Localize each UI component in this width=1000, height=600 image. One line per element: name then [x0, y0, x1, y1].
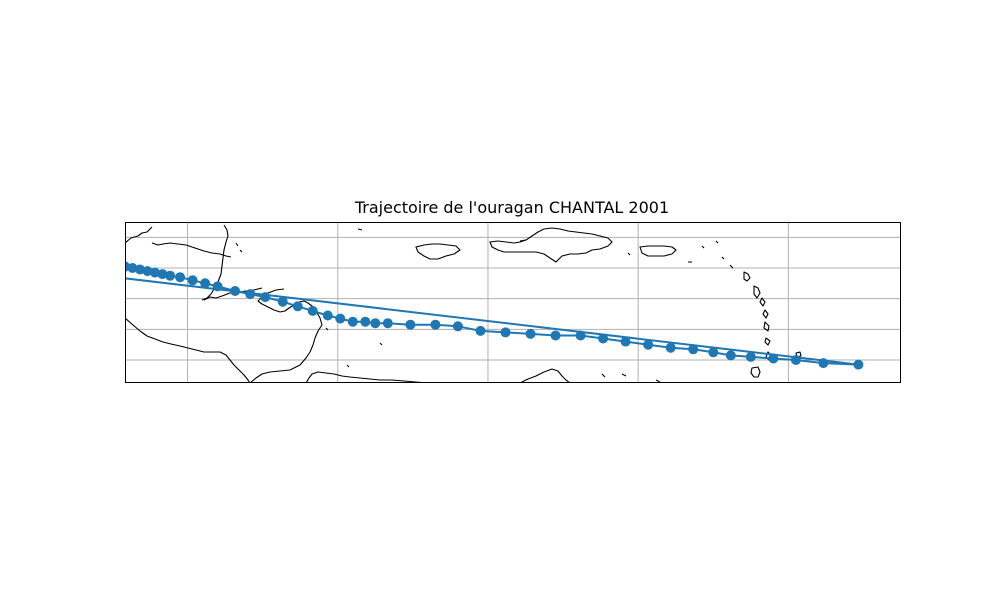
track-point	[768, 353, 779, 364]
track-point	[260, 292, 271, 303]
track-point	[335, 313, 346, 324]
track-point	[382, 318, 393, 329]
track-point	[370, 318, 381, 329]
coast-venezuela-east	[519, 368, 571, 383]
track-point	[620, 336, 631, 347]
hurricane-track	[125, 261, 864, 370]
track-point	[307, 305, 318, 316]
track-point	[688, 344, 699, 355]
coast-hispaniola	[489, 227, 613, 263]
coast-guajira	[257, 288, 285, 313]
track-point	[500, 327, 511, 338]
track-point	[430, 319, 441, 330]
coast-puerto-rico	[639, 245, 677, 257]
track-point	[790, 355, 801, 365]
track-point	[525, 328, 536, 339]
track-point	[230, 286, 241, 296]
coast-colombia	[125, 317, 251, 383]
track-point	[643, 339, 654, 350]
coast-belize-honduras	[151, 242, 232, 258]
track-point	[157, 269, 168, 280]
track-point	[575, 330, 586, 341]
coast-lesser-antilles-1	[715, 240, 761, 299]
coast-honduras-east	[201, 224, 229, 301]
track-point	[665, 342, 676, 353]
track-point	[212, 281, 223, 292]
track-point	[475, 325, 486, 336]
track-point	[725, 350, 736, 361]
track-point	[708, 347, 719, 358]
track-point	[175, 272, 186, 283]
track-point	[277, 296, 288, 307]
track-point	[598, 333, 609, 344]
track-point	[818, 358, 829, 369]
track-point	[245, 289, 256, 300]
track-point	[405, 319, 416, 330]
gridlines	[125, 222, 901, 383]
track-point	[150, 267, 160, 278]
track-point	[127, 263, 138, 273]
coast-jamaica	[415, 243, 461, 260]
track-point	[360, 316, 371, 327]
map-area	[125, 222, 901, 383]
coast-venezuela	[305, 371, 429, 383]
coast-small-islands	[235, 228, 705, 383]
track-point	[187, 275, 198, 286]
track-line	[125, 265, 859, 366]
map-frame	[125, 222, 901, 383]
track-point	[745, 351, 756, 362]
track-point	[347, 316, 358, 327]
map-title: Trajectoire de l'ouragan CHANTAL 2001	[354, 198, 669, 217]
track-point	[135, 264, 145, 275]
track-point	[853, 359, 864, 370]
track-point	[165, 270, 176, 281]
coast-central-america-north	[125, 226, 153, 244]
track-point	[452, 321, 463, 332]
track-point	[142, 266, 153, 277]
track-point	[292, 301, 303, 312]
track-point	[550, 330, 561, 341]
track-point	[322, 310, 333, 321]
track-point	[200, 278, 211, 289]
coast-lesser-antilles-2	[759, 297, 773, 362]
track-point	[125, 261, 130, 272]
coast-trinidad	[750, 366, 761, 378]
